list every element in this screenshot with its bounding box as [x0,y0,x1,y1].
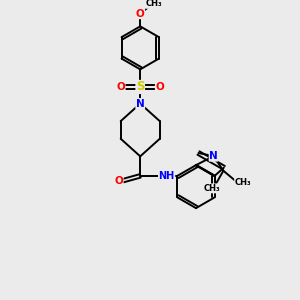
Text: O: O [114,176,123,186]
Text: O: O [155,82,164,92]
Text: NH: NH [158,171,175,181]
Text: CH₃: CH₃ [235,178,251,187]
Text: S: S [136,80,145,93]
Text: N: N [209,151,218,161]
Text: O: O [136,9,145,19]
Text: CH₃: CH₃ [203,184,220,193]
Text: N: N [136,99,145,109]
Text: O: O [116,82,125,92]
Text: CH₃: CH₃ [146,0,162,8]
